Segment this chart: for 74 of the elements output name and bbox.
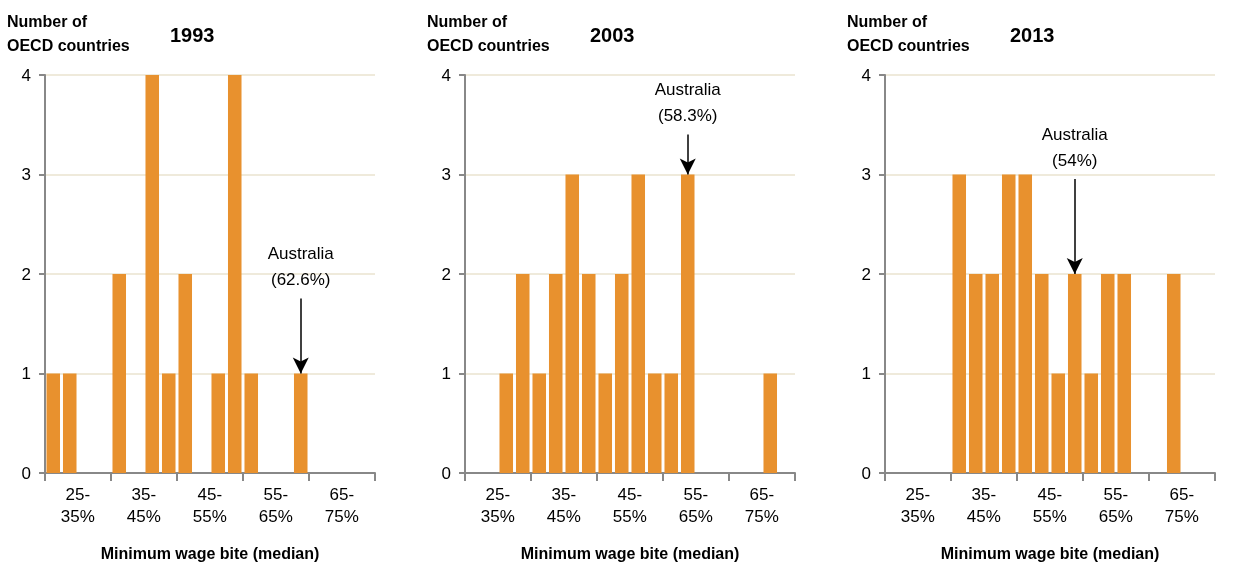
- annotation: Australia (54%): [1041, 124, 1109, 170]
- x-tick-label: 55-65%: [258, 484, 293, 526]
- bar: [46, 373, 61, 473]
- x-tick-label: 65-75%: [324, 484, 359, 526]
- x-tick-label: 25-35%: [60, 484, 95, 526]
- x-tick-label: 35-45%: [126, 484, 161, 526]
- chart-title: 2003: [590, 24, 635, 46]
- x-tick-label: 45-55%: [612, 484, 647, 526]
- bar: [968, 274, 983, 473]
- x-tick-label: 55-65%: [678, 484, 713, 526]
- bar: [1084, 373, 1099, 473]
- y-tick-label: 3: [21, 165, 31, 184]
- bar: [647, 373, 662, 473]
- x-tick-label: 35-45%: [546, 484, 581, 526]
- y-tick-label: 0: [441, 463, 451, 483]
- bar: [581, 274, 596, 473]
- y-tick-label: 3: [441, 165, 451, 184]
- bar: [499, 373, 514, 473]
- bar: [178, 274, 193, 473]
- y-tick-label: 4: [441, 65, 451, 85]
- bar: [1117, 274, 1132, 473]
- x-axis-title: Minimum wage bite (median): [100, 544, 320, 562]
- bar: [161, 373, 176, 473]
- x-tick-label: 55-65%: [1098, 484, 1133, 526]
- bar: [145, 75, 160, 473]
- y-tick-label: 4: [21, 65, 31, 85]
- annotation: Australia (62.6%): [267, 244, 335, 289]
- bar: [664, 373, 679, 473]
- bar: [1034, 274, 1049, 473]
- bar: [211, 373, 226, 473]
- bar: [548, 274, 563, 473]
- x-tick-label: 25-35%: [900, 484, 935, 526]
- bar: [244, 373, 259, 473]
- bar: [1166, 274, 1181, 473]
- x-tick-label: 45-55%: [192, 484, 227, 526]
- x-tick-label: 65-75%: [744, 484, 779, 526]
- bar: [532, 373, 547, 473]
- y-tick-label: 2: [861, 264, 871, 284]
- chart-title: 1993: [170, 24, 215, 46]
- y-tick-label: 1: [21, 364, 31, 383]
- bar: [112, 274, 127, 473]
- bar: [985, 274, 1000, 473]
- bar: [62, 373, 77, 473]
- bar: [565, 174, 580, 473]
- bar: [598, 373, 613, 473]
- y-tick-label: 0: [861, 463, 871, 483]
- bar: [227, 75, 242, 473]
- x-axis-title: Minimum wage bite (median): [520, 544, 740, 562]
- x-tick-label: 65-75%: [1164, 484, 1199, 526]
- y-tick-label: 1: [441, 364, 451, 383]
- y-axis-title: Number of OECD countries: [847, 12, 970, 54]
- y-tick-label: 1: [861, 364, 871, 383]
- x-tick-label: 45-55%: [1032, 484, 1067, 526]
- y-axis-title: Number of OECD countries: [427, 12, 550, 54]
- bar: [1018, 174, 1033, 473]
- bar: [1001, 174, 1016, 473]
- bar: [952, 174, 967, 473]
- x-tick-label: 35-45%: [966, 484, 1001, 526]
- x-axis-title: Minimum wage bite (median): [940, 544, 1160, 562]
- bar: [1100, 274, 1115, 473]
- x-tick-label: 25-35%: [480, 484, 515, 526]
- y-tick-label: 2: [21, 264, 31, 284]
- bar: [1051, 373, 1066, 473]
- annotation: Australia (58.3%): [654, 80, 722, 125]
- y-tick-label: 2: [441, 264, 451, 284]
- bar: [763, 373, 778, 473]
- y-axis-title: Number of OECD countries: [7, 12, 130, 54]
- bar: [614, 274, 629, 473]
- bar: [631, 174, 646, 473]
- y-tick-label: 3: [861, 165, 871, 184]
- y-tick-label: 0: [21, 463, 31, 483]
- y-tick-label: 4: [861, 65, 871, 85]
- bar: [515, 274, 530, 473]
- chart-title: 2013: [1010, 24, 1055, 46]
